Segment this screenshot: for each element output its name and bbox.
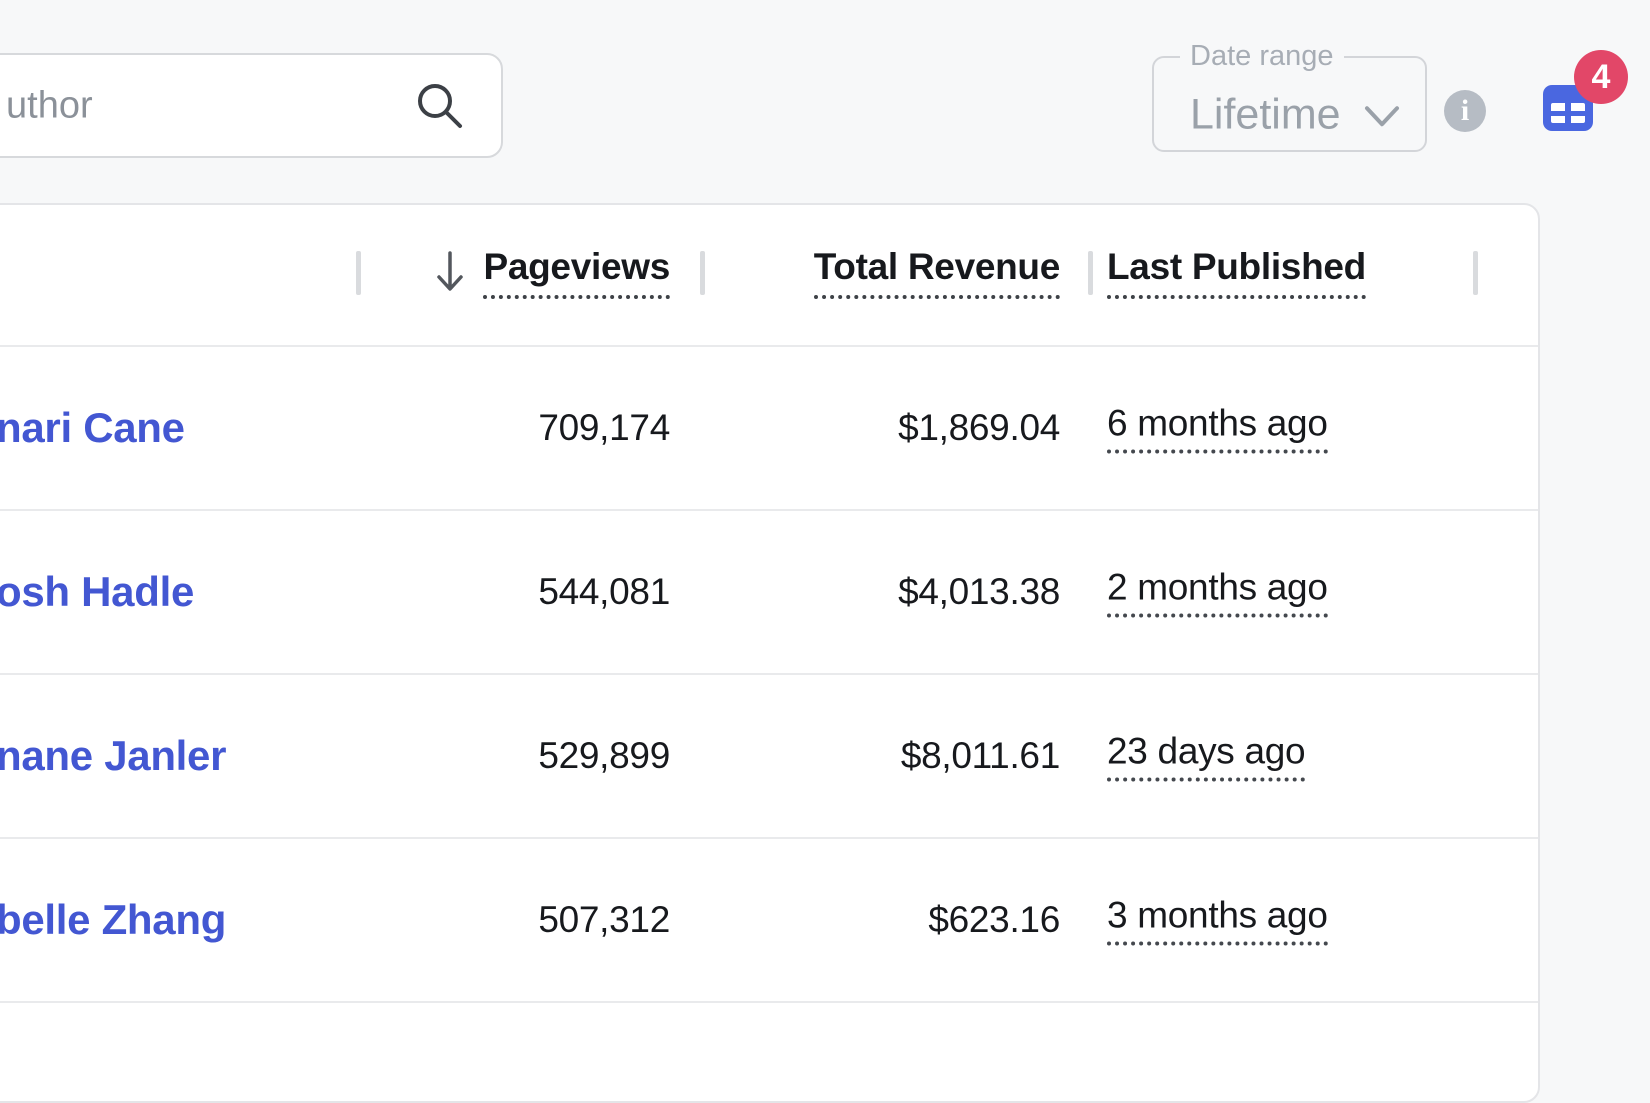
- column-header-pageviews[interactable]: Pageviews: [483, 245, 670, 299]
- revenue-value: $623.16: [928, 899, 1060, 941]
- pageviews-value: 544,081: [538, 571, 670, 613]
- table-header-row: Pageviews Total Revenue Last Published: [0, 205, 1538, 345]
- column-separator: [700, 251, 705, 295]
- table-row: nane Janler 529,899 $8,011.61 23 days ag…: [0, 673, 1538, 837]
- author-link[interactable]: belle Zhang: [0, 896, 226, 944]
- column-header-last-published[interactable]: Last Published: [1107, 245, 1366, 299]
- sort-desc-arrow-icon: [434, 249, 466, 295]
- revenue-value: $4,013.38: [898, 571, 1060, 613]
- authors-table: Pageviews Total Revenue Last Published n…: [0, 203, 1540, 1103]
- columns-notification-badge: 4: [1574, 50, 1628, 104]
- date-range-label: Date range: [1180, 40, 1344, 73]
- date-range-value: Lifetime: [1190, 90, 1341, 139]
- table-row-partial: [0, 1001, 1538, 1101]
- column-header-total-revenue[interactable]: Total Revenue: [814, 245, 1060, 299]
- chevron-down-icon: [1363, 104, 1401, 130]
- revenue-value: $8,011.61: [901, 735, 1060, 777]
- search-placeholder: uthor: [6, 84, 93, 127]
- column-separator: [1088, 251, 1093, 295]
- search-icon: [413, 79, 469, 135]
- author-link[interactable]: osh Hadle: [0, 568, 194, 616]
- table-row: belle Zhang 507,312 $623.16 3 months ago: [0, 837, 1538, 1001]
- author-link[interactable]: nane Janler: [0, 732, 226, 780]
- pageviews-value: 507,312: [538, 899, 670, 941]
- pageviews-value: 529,899: [538, 735, 670, 777]
- table-row: nari Cane 709,174 $1,869.04 6 months ago: [0, 345, 1538, 509]
- column-separator: [356, 251, 361, 295]
- table-row: osh Hadle 544,081 $4,013.38 2 months ago: [0, 509, 1538, 673]
- author-link[interactable]: nari Cane: [0, 404, 185, 452]
- column-separator: [1473, 251, 1478, 295]
- last-published-value: 23 days ago: [1107, 731, 1305, 782]
- last-published-value: 2 months ago: [1107, 567, 1328, 618]
- info-icon[interactable]: i: [1444, 90, 1486, 132]
- search-input[interactable]: uthor: [0, 53, 503, 158]
- revenue-value: $1,869.04: [898, 407, 1060, 449]
- date-range-select[interactable]: Date range Lifetime: [1152, 40, 1427, 152]
- table-body: nari Cane 709,174 $1,869.04 6 months ago…: [0, 345, 1538, 1101]
- table-grid-icon: [1551, 103, 1585, 123]
- last-published-value: 3 months ago: [1107, 895, 1328, 946]
- last-published-value: 6 months ago: [1107, 403, 1328, 454]
- info-glyph: i: [1461, 96, 1469, 126]
- pageviews-value: 709,174: [538, 407, 670, 449]
